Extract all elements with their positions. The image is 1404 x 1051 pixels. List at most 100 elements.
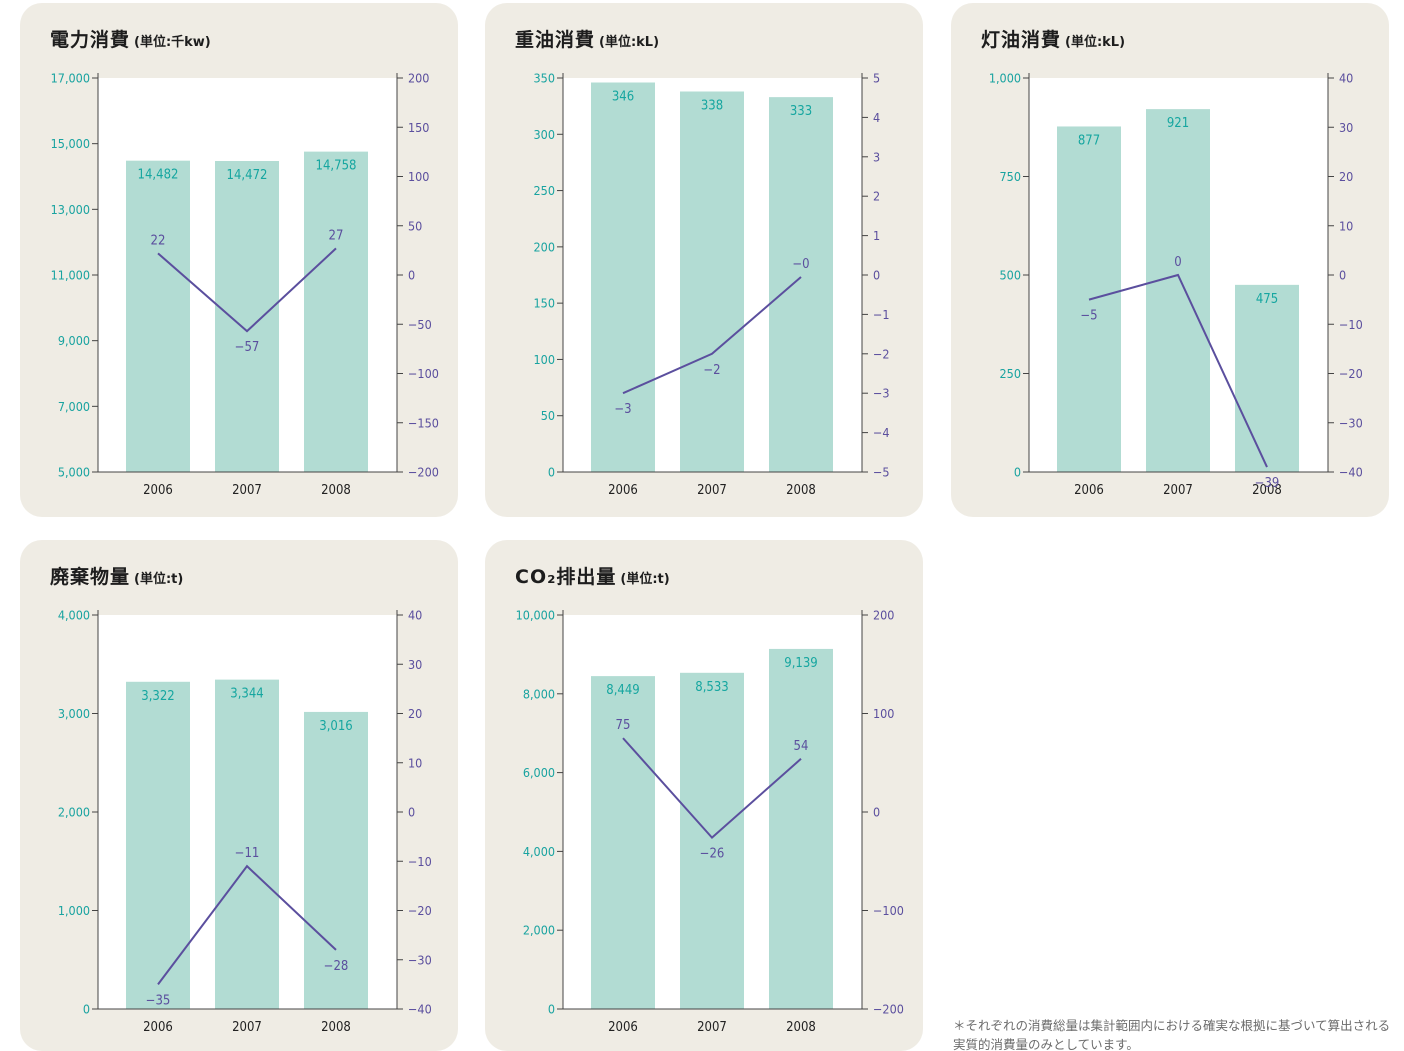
right-tick-label: −20 bbox=[408, 903, 432, 918]
right-tick-label: −1 bbox=[873, 307, 890, 322]
line-point-label: −35 bbox=[146, 993, 171, 1008]
left-tick-label: 250 bbox=[1000, 366, 1021, 381]
bar-value-label: 3,344 bbox=[230, 687, 263, 702]
bar-value-label: 338 bbox=[701, 99, 723, 114]
bar bbox=[680, 91, 744, 472]
bar bbox=[769, 97, 833, 472]
bar bbox=[126, 681, 190, 1009]
right-tick-label: 50 bbox=[408, 218, 422, 233]
right-tick-label: −30 bbox=[1339, 415, 1363, 430]
chart-title-text: 灯油消費 bbox=[981, 29, 1062, 51]
x-tick-label: 2007 bbox=[232, 1020, 262, 1035]
right-tick-label: 2 bbox=[873, 189, 880, 204]
chart-waste: 3,322 3,344 3,016 0 1,000 2,000 3,000 4,000 −40 −… bbox=[58, 608, 432, 1036]
left-tick-label: 3,000 bbox=[58, 706, 90, 721]
right-tick-label: 200 bbox=[873, 608, 894, 623]
x-tick-label: 2006 bbox=[1074, 483, 1104, 498]
chart-co2: 8,449 8,533 9,139 0 2,000 4,000 6,000 8,000 10,0… bbox=[516, 608, 904, 1036]
line-series bbox=[157, 864, 337, 985]
right-tick-label: 20 bbox=[408, 706, 422, 721]
x-tick-label: 2007 bbox=[1163, 483, 1193, 498]
x-tick-label: 2006 bbox=[608, 483, 638, 498]
chart-panel-co2: CO₂排出量 (単位:t) 8,449 8,533 9,139 0 2,000 4,000 6… bbox=[485, 540, 923, 1051]
x-tick-label: 2006 bbox=[143, 483, 173, 498]
left-tick-label: 13,000 bbox=[51, 202, 90, 217]
bar-value-label: 333 bbox=[790, 104, 812, 119]
line-point-label: −57 bbox=[235, 340, 260, 355]
line-series bbox=[1088, 273, 1268, 468]
left-tick-label: 750 bbox=[1000, 169, 1021, 184]
left-tick-label: 350 bbox=[534, 71, 555, 86]
right-tick-label: −4 bbox=[873, 425, 890, 440]
line-point-label: 27 bbox=[329, 228, 344, 243]
chart-title-text: CO₂排出量 bbox=[515, 566, 617, 588]
chart-title-text: 電力消費 bbox=[50, 29, 131, 51]
x-tick-label: 2007 bbox=[697, 483, 727, 498]
bar bbox=[1146, 109, 1210, 472]
right-tick-label: 100 bbox=[408, 169, 429, 184]
x-tick-label: 2007 bbox=[697, 1020, 727, 1035]
left-tick-label: 0 bbox=[83, 1002, 90, 1017]
bar bbox=[591, 676, 655, 1009]
line-point-label: −2 bbox=[703, 363, 720, 378]
bar bbox=[769, 648, 833, 1009]
chart-title-co2: CO₂排出量 (単位:t) bbox=[515, 562, 670, 589]
chart-unit-text: (単位:kL) bbox=[599, 35, 660, 50]
right-tick-label: 5 bbox=[873, 71, 880, 86]
left-tick-label: 2,000 bbox=[58, 805, 90, 820]
chart-panel-electricity: 電力消費 (単位:千kw) 14,482 14,472 14,758 5,000 7,00… bbox=[20, 3, 458, 517]
right-tick-label: −200 bbox=[408, 465, 439, 480]
bar bbox=[215, 679, 279, 1009]
bar-value-label: 9,139 bbox=[784, 656, 817, 671]
right-tick-label: 40 bbox=[1339, 71, 1353, 86]
right-tick-label: −5 bbox=[873, 465, 890, 480]
right-tick-label: 30 bbox=[1339, 120, 1353, 135]
right-tick-label: −40 bbox=[1339, 465, 1363, 480]
bar bbox=[215, 161, 279, 472]
right-tick-label: 0 bbox=[1339, 268, 1346, 283]
left-tick-label: 11,000 bbox=[51, 268, 90, 283]
right-tick-label: −100 bbox=[408, 366, 439, 381]
line-point-label: −26 bbox=[700, 847, 725, 862]
chart-title-text: 廃棄物量 bbox=[50, 566, 131, 588]
line-point-label: 54 bbox=[794, 739, 809, 754]
line-series bbox=[622, 737, 802, 840]
right-tick-label: −10 bbox=[408, 854, 432, 869]
right-tick-label: 1 bbox=[873, 228, 880, 243]
right-tick-label: 10 bbox=[1339, 218, 1353, 233]
bar-value-label: 14,472 bbox=[227, 168, 268, 183]
bar bbox=[304, 151, 368, 472]
right-tick-label: −50 bbox=[408, 317, 432, 332]
right-tick-label: −20 bbox=[1339, 366, 1363, 381]
left-tick-label: 300 bbox=[534, 127, 555, 142]
right-tick-label: −200 bbox=[873, 1002, 904, 1017]
left-tick-label: 2,000 bbox=[523, 923, 555, 938]
x-tick-label: 2008 bbox=[321, 1020, 351, 1035]
left-tick-label: 15,000 bbox=[51, 136, 90, 151]
x-tick-label: 2008 bbox=[786, 1020, 816, 1035]
left-tick-label: 4,000 bbox=[58, 608, 90, 623]
left-tick-label: 0 bbox=[548, 465, 555, 480]
left-tick-label: 6,000 bbox=[523, 765, 555, 780]
bar bbox=[680, 672, 744, 1009]
left-tick-label: 200 bbox=[534, 239, 555, 254]
bar-value-label: 8,533 bbox=[695, 680, 728, 695]
left-tick-label: 7,000 bbox=[58, 399, 90, 414]
x-tick-label: 2008 bbox=[786, 483, 816, 498]
x-tick-label: 2008 bbox=[1252, 483, 1282, 498]
bar-value-label: 3,322 bbox=[141, 689, 174, 704]
left-tick-label: 1,000 bbox=[58, 903, 90, 918]
line-point-label: −3 bbox=[614, 402, 631, 417]
right-tick-label: 0 bbox=[873, 805, 880, 820]
line-point-label: −28 bbox=[324, 959, 349, 974]
chart-unit-text: (単位:kL) bbox=[1065, 35, 1126, 50]
left-tick-label: 17,000 bbox=[51, 71, 90, 86]
right-tick-label: −2 bbox=[873, 346, 890, 361]
chart-kerosene: 877 921 475 0 250 500 750 1,000 −40 −30 −20 −10 0 10 2… bbox=[989, 71, 1363, 499]
right-tick-label: −30 bbox=[408, 952, 432, 967]
right-tick-label: 20 bbox=[1339, 169, 1353, 184]
left-tick-label: 8,000 bbox=[523, 686, 555, 701]
line-point-label: 22 bbox=[151, 233, 166, 248]
line-point-label: −39 bbox=[1255, 476, 1280, 491]
